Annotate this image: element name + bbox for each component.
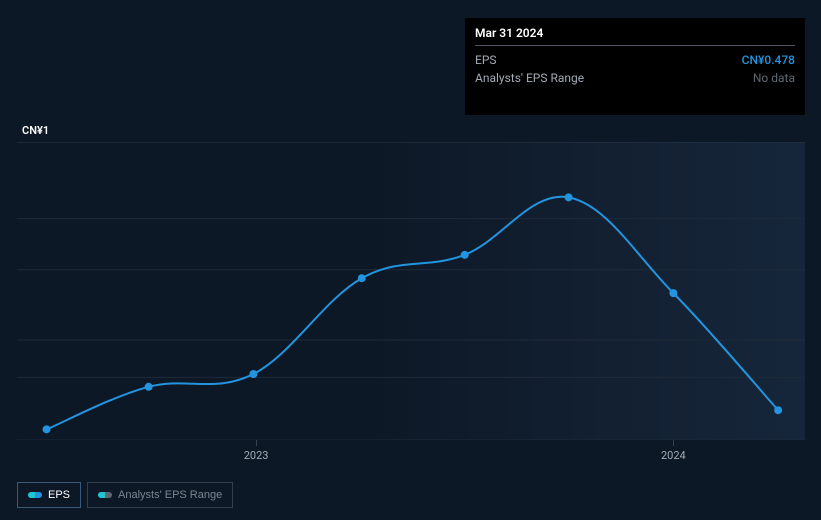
tooltip-label: EPS: [475, 53, 497, 67]
legend-swatch-range: [98, 492, 112, 498]
legend-label: EPS: [48, 489, 70, 501]
x-axis: 2023 2024: [17, 440, 805, 462]
tooltip-row: EPS CN¥0.478: [475, 51, 795, 69]
tooltip-label: Analysts' EPS Range: [475, 71, 584, 85]
x-tick: [256, 440, 257, 446]
legend-item-analysts-range[interactable]: Analysts' EPS Range: [87, 482, 233, 508]
legend-label: Analysts' EPS Range: [118, 489, 222, 501]
eps-chart-container: Mar 31 2024 EPS CN¥0.478 Analysts' EPS R…: [0, 0, 821, 520]
x-tick-label: 2024: [661, 449, 686, 462]
y-axis-label-top: CN¥1: [22, 124, 49, 137]
x-tick: [673, 440, 674, 446]
legend-swatch-eps: [28, 492, 42, 498]
chart-svg: [17, 142, 805, 440]
tooltip-date: Mar 31 2024: [475, 26, 795, 46]
tooltip-value-nodata: No data: [753, 71, 795, 85]
tooltip-row: Analysts' EPS Range No data: [475, 69, 795, 87]
legend: EPS Analysts' EPS Range: [17, 482, 233, 508]
legend-item-eps[interactable]: EPS: [17, 482, 81, 508]
x-tick-label: 2023: [244, 449, 269, 462]
chart-plot-area[interactable]: [17, 142, 805, 440]
chart-tooltip: Mar 31 2024 EPS CN¥0.478 Analysts' EPS R…: [465, 18, 805, 115]
tooltip-value-eps: CN¥0.478: [742, 53, 795, 67]
